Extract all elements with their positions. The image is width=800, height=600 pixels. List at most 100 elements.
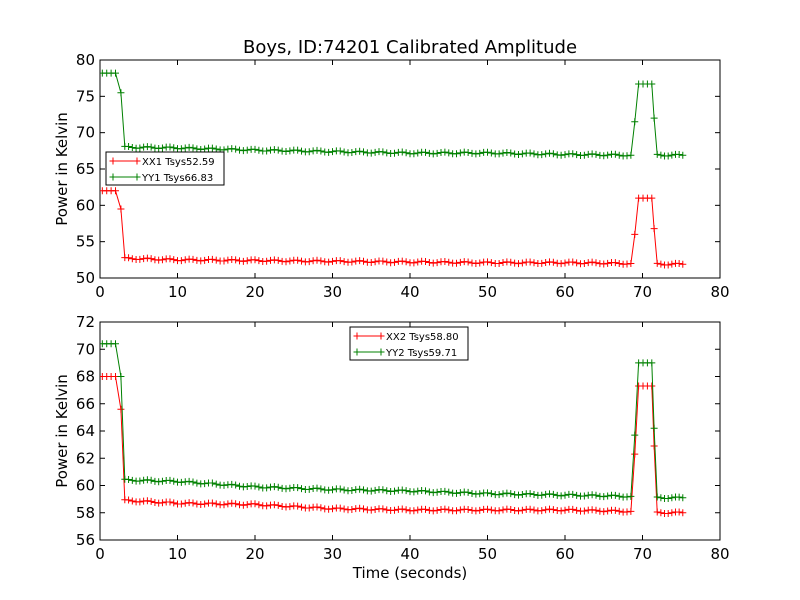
- data-point-xx2: [611, 506, 619, 514]
- data-point-xx1: [383, 258, 391, 266]
- data-point-xx1: [668, 260, 676, 268]
- data-point-xx1: [615, 259, 623, 267]
- data-point-xx1: [274, 256, 282, 264]
- data-point-yy2: [112, 340, 119, 348]
- data-point-yy1: [422, 148, 429, 156]
- data-point-xx2: [398, 505, 406, 513]
- data-point-xx1: [340, 258, 348, 266]
- data-point-xx1: [243, 257, 251, 265]
- data-point-yy1: [402, 149, 410, 157]
- data-point-yy2: [193, 479, 201, 487]
- data-point-yy1: [286, 147, 294, 155]
- data-point-xx2: [117, 405, 125, 413]
- data-point-xx2: [177, 500, 185, 508]
- legend-marker-yy2: [353, 348, 361, 356]
- data-point-yy2: [166, 476, 174, 484]
- data-point-xx1: [170, 256, 178, 264]
- data-point-yy2: [243, 483, 251, 491]
- data-point-yy1: [379, 148, 387, 156]
- data-point-xx2: [573, 506, 581, 514]
- data-point-xx1: [128, 255, 136, 263]
- data-point-yy1: [340, 148, 348, 156]
- data-point-yy2: [177, 478, 185, 486]
- data-point-xx2: [232, 500, 240, 508]
- legend: XX1 Tsys52.59 YY1 Tsys66.83: [105, 151, 225, 186]
- data-point-xx2: [348, 506, 356, 514]
- data-point-yy1: [580, 151, 588, 159]
- data-point-xx1: [201, 256, 209, 264]
- data-point-yy2: [611, 491, 619, 499]
- data-point-xx1: [336, 257, 344, 265]
- data-point-xx1: [224, 256, 232, 264]
- data-point-yy2: [147, 476, 155, 484]
- data-point-xx1: [631, 230, 639, 238]
- data-point-yy2: [329, 486, 336, 494]
- data-point-yy2: [515, 491, 522, 499]
- data-point-yy2: [232, 481, 240, 489]
- data-point-xx1: [286, 257, 294, 265]
- data-point-yy2: [573, 491, 581, 499]
- data-point-yy2: [657, 494, 665, 502]
- legend-marker-yy1: [133, 173, 141, 181]
- data-point-xx2: [367, 506, 375, 514]
- data-point-yy1: [356, 147, 364, 155]
- data-point-xx1: [627, 259, 635, 267]
- y-tick-label: 50: [76, 269, 95, 287]
- data-point-yy2: [128, 476, 136, 484]
- data-point-yy1: [611, 150, 619, 158]
- data-point-xx2: [201, 500, 209, 508]
- data-point-xx2: [410, 507, 418, 515]
- data-point-yy2: [185, 477, 193, 485]
- y-tick-label: 62: [76, 449, 95, 467]
- data-point-yy1: [445, 149, 453, 157]
- data-point-yy2: [627, 492, 635, 500]
- data-point-yy2: [325, 486, 333, 494]
- data-point-xx1: [611, 259, 619, 267]
- data-point-yy2: [251, 482, 259, 490]
- data-point-yy2: [499, 490, 507, 498]
- data-point-yy2: [549, 490, 557, 498]
- data-point-xx2: [181, 499, 189, 507]
- data-point-yy2: [208, 479, 216, 487]
- data-point-xx1: [538, 259, 546, 267]
- data-point-xx2: [561, 506, 569, 514]
- data-point-xx1: [166, 255, 174, 263]
- data-point-yy1: [136, 144, 144, 152]
- data-point-yy1: [189, 144, 197, 152]
- data-point-xx1: [282, 258, 290, 266]
- data-point-xx1: [251, 256, 259, 264]
- data-point-xx1: [414, 258, 422, 266]
- data-point-yy1: [515, 150, 522, 158]
- data-point-yy2: [356, 485, 364, 493]
- data-point-yy1: [147, 143, 155, 151]
- y-tick-label: 60: [76, 196, 95, 214]
- data-point-yy2: [136, 477, 144, 485]
- data-point-xx2: [542, 506, 550, 514]
- data-point-yy1: [193, 145, 201, 153]
- data-point-yy1: [433, 149, 441, 157]
- y-tick-label: 66: [76, 395, 95, 413]
- data-point-xx2: [456, 506, 464, 514]
- legend-marker-xx1: [109, 157, 117, 165]
- data-point-yy1: [239, 147, 247, 155]
- y-tick-label: 75: [76, 87, 95, 105]
- data-point-yy2: [367, 487, 375, 495]
- data-point-yy1: [166, 143, 174, 151]
- data-point-xx2: [170, 499, 178, 507]
- data-point-yy1: [208, 144, 216, 152]
- data-point-xx2: [243, 501, 251, 509]
- data-point-yy1: [657, 151, 665, 159]
- legend-label-yy1: YY1 Tsys66.83: [141, 173, 213, 184]
- legend-marker-xx2: [353, 332, 361, 340]
- legend-marker-xx2: [377, 332, 385, 340]
- data-point-xx2: [151, 499, 159, 507]
- data-point-xx1: [117, 205, 125, 213]
- data-point-xx1: [348, 258, 356, 266]
- data-point-yy1: [410, 150, 418, 158]
- data-point-xx1: [530, 259, 538, 267]
- data-point-yy1: [177, 145, 185, 153]
- x-tick-label: 20: [245, 283, 264, 301]
- data-point-yy2: [383, 487, 391, 495]
- legend-marker-yy1: [109, 173, 117, 181]
- data-point-xx2: [668, 509, 676, 517]
